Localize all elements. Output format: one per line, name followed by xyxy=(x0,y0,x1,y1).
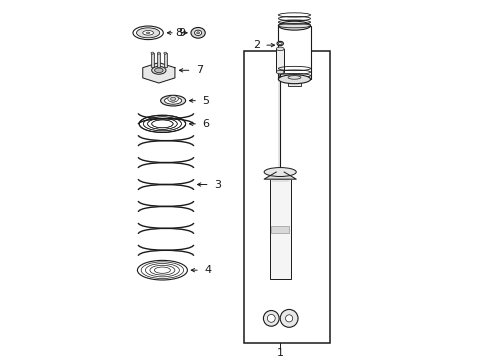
Ellipse shape xyxy=(163,52,166,54)
Ellipse shape xyxy=(157,52,160,54)
Ellipse shape xyxy=(151,66,165,74)
Ellipse shape xyxy=(137,260,187,280)
Ellipse shape xyxy=(276,47,284,51)
Ellipse shape xyxy=(287,76,300,79)
Ellipse shape xyxy=(196,32,199,34)
Ellipse shape xyxy=(264,167,296,176)
Ellipse shape xyxy=(278,75,310,84)
Ellipse shape xyxy=(136,28,160,38)
Ellipse shape xyxy=(278,42,282,45)
Text: 9: 9 xyxy=(178,28,185,38)
Ellipse shape xyxy=(194,30,201,36)
Bar xyxy=(271,226,288,233)
Ellipse shape xyxy=(164,97,182,104)
Bar xyxy=(244,51,329,343)
Ellipse shape xyxy=(278,21,310,30)
Bar xyxy=(269,179,290,279)
Circle shape xyxy=(280,310,297,327)
Text: 5: 5 xyxy=(202,96,209,105)
Bar xyxy=(278,26,310,79)
Ellipse shape xyxy=(146,32,150,33)
Ellipse shape xyxy=(154,68,163,73)
Polygon shape xyxy=(142,63,175,83)
Ellipse shape xyxy=(170,97,175,100)
Text: 2: 2 xyxy=(252,40,259,50)
Ellipse shape xyxy=(191,27,205,38)
Ellipse shape xyxy=(167,96,178,102)
Circle shape xyxy=(285,315,292,322)
Bar xyxy=(157,53,160,67)
Polygon shape xyxy=(264,172,296,179)
Bar xyxy=(276,49,284,72)
Ellipse shape xyxy=(276,41,283,46)
Bar xyxy=(163,53,166,67)
Ellipse shape xyxy=(160,95,185,106)
Ellipse shape xyxy=(139,115,185,132)
Ellipse shape xyxy=(169,99,176,102)
Text: 3: 3 xyxy=(214,180,221,189)
Ellipse shape xyxy=(142,31,153,35)
Ellipse shape xyxy=(133,26,163,40)
Ellipse shape xyxy=(151,52,154,54)
Text: 4: 4 xyxy=(204,265,211,275)
Bar xyxy=(287,77,300,86)
Text: 7: 7 xyxy=(196,65,203,75)
Circle shape xyxy=(267,314,275,322)
Bar xyxy=(151,53,154,67)
Text: 8: 8 xyxy=(175,28,182,38)
Circle shape xyxy=(263,311,279,326)
Ellipse shape xyxy=(276,70,284,74)
Text: 1: 1 xyxy=(276,348,283,358)
Text: 6: 6 xyxy=(202,119,209,129)
